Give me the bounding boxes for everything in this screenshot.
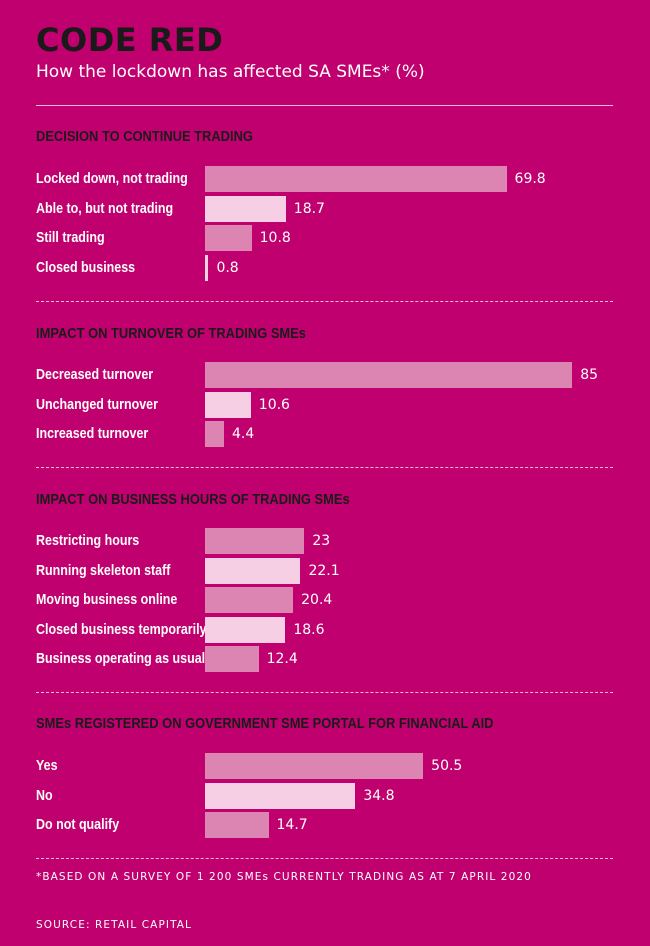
bar-value-label: 12.4 xyxy=(266,651,298,667)
section-title: IMPACT ON TURNOVER OF TRADING SMEs xyxy=(36,325,306,342)
section-divider xyxy=(36,301,613,302)
bar xyxy=(205,617,286,643)
bar-category-label: Closed business xyxy=(36,260,136,276)
bar-category-label: Do not qualify xyxy=(36,817,120,833)
bar-category-label: Yes xyxy=(36,758,58,774)
bar xyxy=(205,196,286,222)
section-title: SMEs REGISTERED ON GOVERNMENT SME PORTAL… xyxy=(36,715,494,732)
bar-category-label: Locked down, not trading xyxy=(36,171,188,187)
bar xyxy=(205,558,301,584)
bar-category-label: No xyxy=(36,788,53,804)
section-divider xyxy=(36,467,613,468)
bar-value-label: 85 xyxy=(580,367,599,383)
bar-category-label: Still trading xyxy=(36,230,105,246)
bar-category-label: Decreased turnover xyxy=(36,367,154,383)
bar xyxy=(205,753,424,779)
infographic-title: CODE RED xyxy=(36,21,224,59)
bar xyxy=(205,362,573,388)
bar-category-label: Able to, but not trading xyxy=(36,201,174,217)
bar xyxy=(205,255,209,281)
bar xyxy=(205,783,356,809)
bar xyxy=(205,166,507,192)
bar-category-label: Closed business temporarily xyxy=(36,622,207,638)
bar-value-label: 10.8 xyxy=(259,230,291,246)
bar-value-label: 4.4 xyxy=(232,426,255,442)
source-note: SOURCE: RETAIL CAPITAL xyxy=(36,919,192,931)
bar-value-label: 18.6 xyxy=(293,622,325,638)
section-title: IMPACT ON BUSINESS HOURS OF TRADING SMEs xyxy=(36,491,350,508)
bar-value-label: 34.8 xyxy=(363,788,395,804)
bar-category-label: Restricting hours xyxy=(36,533,140,549)
top-divider xyxy=(36,105,613,106)
bar-category-label: Moving business online xyxy=(36,592,178,608)
bar-category-label: Business operating as usual xyxy=(36,651,206,667)
bar-category-label: Unchanged turnover xyxy=(36,397,158,413)
bar-value-label: 10.6 xyxy=(258,397,290,413)
bar-category-label: Increased turnover xyxy=(36,426,149,442)
bar-value-label: 14.7 xyxy=(276,817,308,833)
bar-value-label: 0.8 xyxy=(216,260,239,276)
bar-value-label: 18.7 xyxy=(293,201,325,217)
bar-value-label: 50.5 xyxy=(431,758,463,774)
section-title: DECISION TO CONTINUE TRADING xyxy=(36,128,253,145)
bar-value-label: 69.8 xyxy=(514,171,546,187)
bar-category-label: Running skeleton staff xyxy=(36,563,171,579)
bar-value-label: 23 xyxy=(312,533,331,549)
footnote: *BASED ON A SURVEY OF 1 200 SMEs CURRENT… xyxy=(36,871,532,883)
bar xyxy=(205,528,305,554)
bar-value-label: 20.4 xyxy=(301,592,333,608)
bar xyxy=(205,646,259,672)
footer-divider xyxy=(36,858,613,859)
bar xyxy=(205,812,269,838)
bar xyxy=(205,225,252,251)
bar-value-label: 22.1 xyxy=(308,563,340,579)
section-divider xyxy=(36,692,613,693)
infographic-subtitle: How the lockdown has affected SA SMEs* (… xyxy=(36,62,425,82)
bar xyxy=(205,392,251,418)
bar xyxy=(205,421,224,447)
bar xyxy=(205,587,294,613)
